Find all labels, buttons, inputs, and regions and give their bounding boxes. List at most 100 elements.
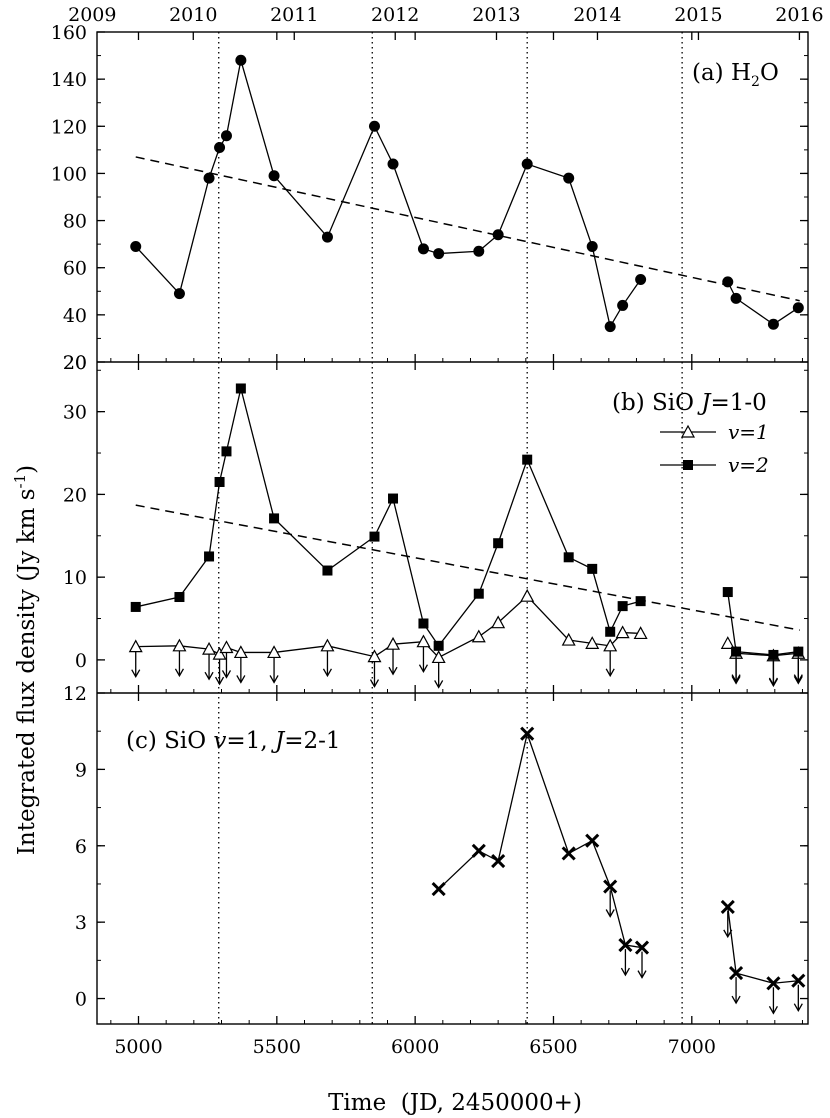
panel-label-c-italic2: J (271, 728, 286, 754)
y-tick-label: 3 (75, 912, 87, 934)
data-point (793, 646, 804, 657)
data-point-stroke (766, 976, 781, 991)
data-point (235, 383, 246, 394)
data-point-stroke (729, 966, 744, 981)
y-axis-title-main: Integrated flux density (Jy km s (14, 488, 40, 855)
y-tick-label: 10 (63, 567, 87, 589)
data-point (720, 899, 735, 914)
upper-limit-arrowhead (731, 674, 741, 683)
data-point (473, 245, 485, 257)
y-tick-label: 0 (75, 650, 87, 672)
panel-label-b: (b) SiO J=1-0 (612, 390, 767, 416)
data-point (767, 318, 779, 330)
legend-label: v=2 (728, 453, 769, 477)
x-tick-label: 6500 (529, 1036, 577, 1058)
panel-label-a-sub: 2 (751, 74, 760, 90)
upper-limit-arrowhead (731, 995, 741, 1005)
data-point (729, 966, 744, 981)
data-point (268, 170, 280, 182)
data-point (267, 645, 282, 659)
data-point (321, 231, 333, 243)
upper-limit-arrowhead (793, 675, 803, 685)
upper-limit-arrowhead (731, 675, 741, 685)
data-point (722, 276, 734, 288)
upper-limit-arrowhead (131, 669, 141, 678)
year-label: 2014 (573, 4, 621, 26)
data-point (203, 172, 215, 184)
y-tick-label: 120 (51, 116, 87, 138)
data-point (471, 629, 486, 643)
series-line (135, 388, 641, 647)
upper-limit-arrowhead (605, 909, 615, 918)
x-tick-label: 5500 (253, 1036, 301, 1058)
data-point (233, 645, 248, 659)
y-tick-label: 9 (75, 759, 87, 781)
data-point (368, 120, 380, 132)
trend-line (135, 156, 800, 302)
data-point (585, 833, 600, 848)
data-point (369, 531, 380, 542)
data-point (561, 846, 576, 861)
trend-line (135, 504, 800, 631)
data-point (493, 538, 504, 549)
year-label: 2012 (371, 4, 419, 26)
upper-limit-arrowhead (236, 675, 246, 684)
y-tick-label: 100 (51, 163, 87, 185)
data-point (130, 241, 142, 252)
panel-label-a: (a) H2O (692, 60, 779, 90)
y-axis-title-sup: -1 (11, 474, 29, 489)
upper-limit-arrowhead (793, 1003, 803, 1013)
data-point (269, 513, 280, 524)
upper-limit-arrowhead (768, 1005, 778, 1015)
x-axis-title: Time (JD, 2450000+) (328, 1090, 582, 1116)
data-point (386, 636, 401, 650)
y-tick-label: 80 (63, 211, 87, 233)
data-point (220, 130, 232, 142)
ticks-layer (97, 31, 808, 1024)
data-point (418, 618, 429, 629)
upper-limit-arrowhead (221, 670, 232, 679)
trend-lines-layer (135, 156, 800, 631)
data-point (214, 142, 226, 153)
y-axis-title-close: ) (14, 465, 40, 474)
legend-label: v=1 (728, 420, 769, 444)
data-point (792, 302, 804, 314)
data-point (604, 321, 616, 333)
data-point (520, 726, 535, 741)
data-point (387, 158, 399, 170)
y-tick-label: 30 (63, 402, 87, 424)
data-point (521, 158, 533, 170)
upper-limit-arrowhead (174, 668, 185, 678)
upper-limit-arrowhead (605, 668, 615, 678)
y-tick-label: 0 (75, 989, 87, 1011)
data-point (766, 976, 781, 991)
data-point (417, 243, 429, 255)
legend-marker (683, 460, 693, 470)
data-point (491, 853, 506, 869)
data-point (634, 940, 650, 955)
year-label: 2016 (775, 4, 823, 26)
y-tick-label: 40 (63, 305, 87, 327)
data-point-stroke (585, 833, 600, 848)
data-point-stroke (561, 846, 576, 861)
data-point (367, 649, 382, 663)
frame-layer (96, 31, 809, 1025)
data-point (603, 879, 618, 894)
data-point-stroke (431, 881, 446, 897)
y-tick-label: 20 (63, 352, 87, 374)
series-layer (128, 54, 806, 1015)
data-point (522, 454, 533, 465)
data-point (720, 636, 735, 649)
data-point (174, 592, 185, 603)
year-label: 2009 (68, 4, 116, 26)
data-point (791, 973, 806, 988)
series-line (438, 731, 643, 949)
upper-limit-arrowhead (768, 677, 778, 687)
data-point (585, 636, 600, 649)
data-point (433, 640, 444, 651)
data-point (322, 565, 333, 576)
y-tick-label: 160 (51, 22, 87, 44)
data-point (173, 288, 185, 300)
data-point (431, 650, 446, 664)
